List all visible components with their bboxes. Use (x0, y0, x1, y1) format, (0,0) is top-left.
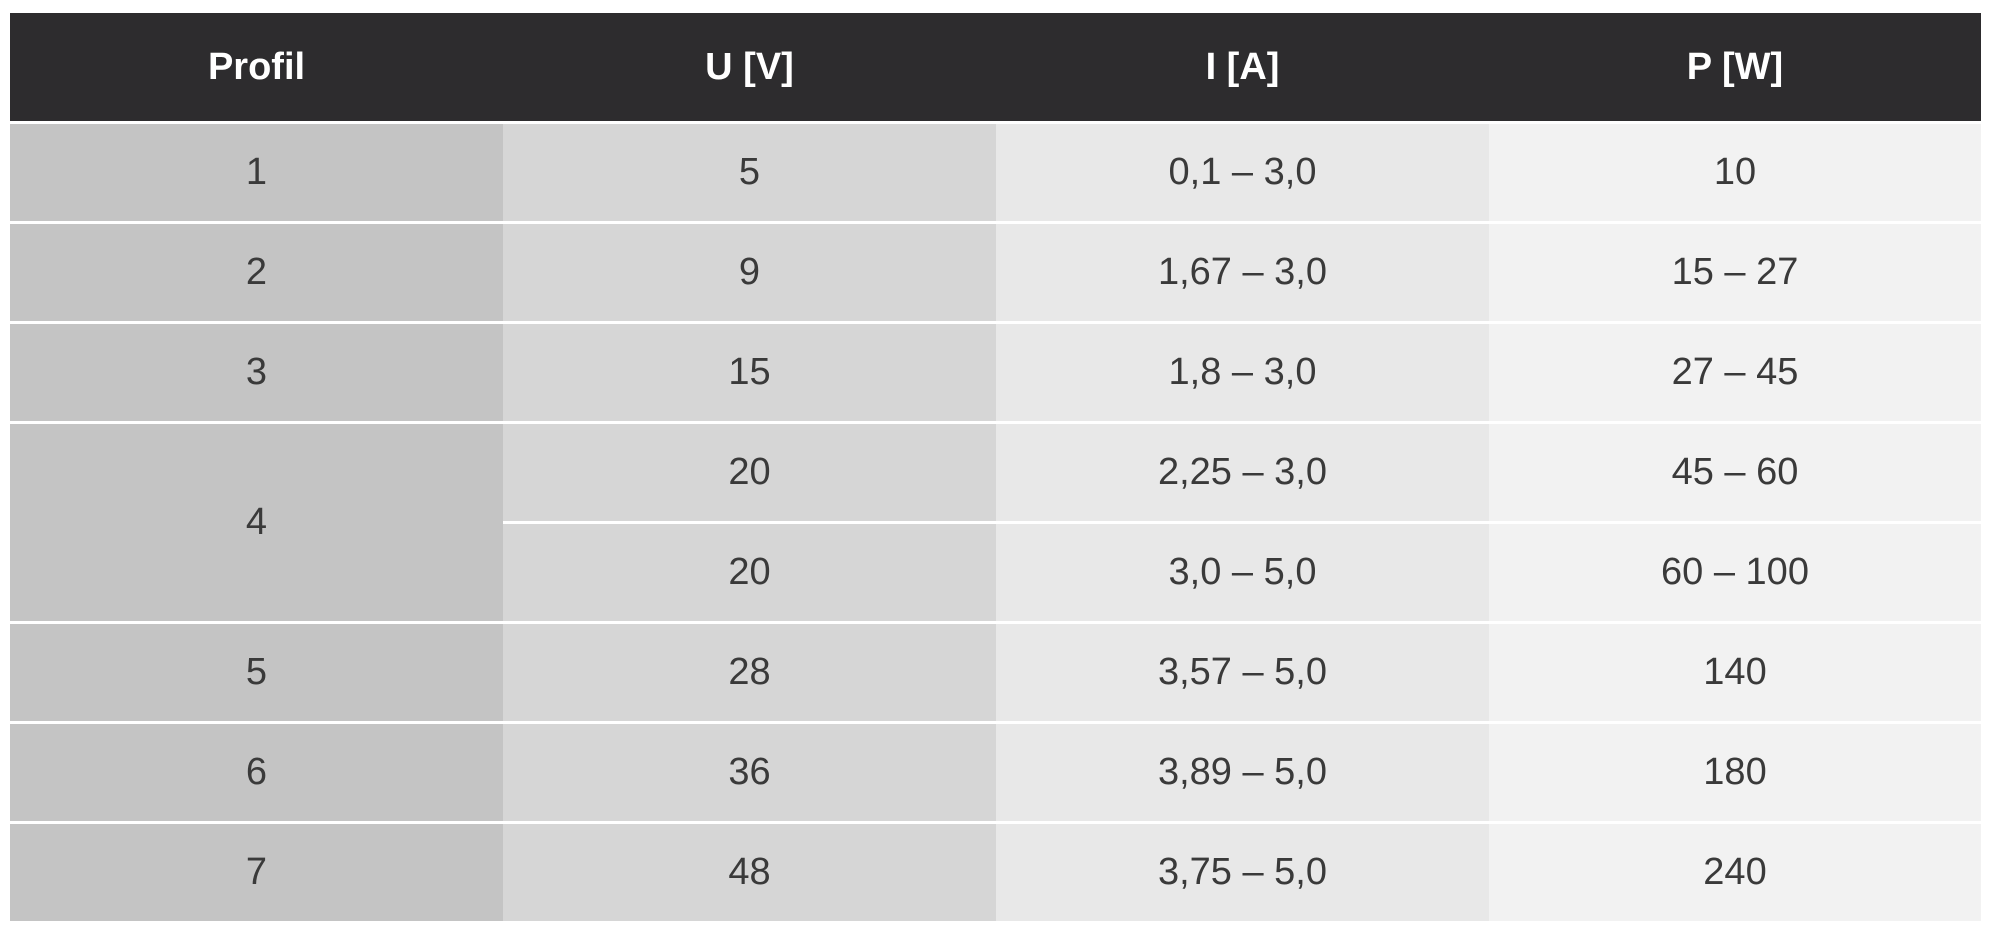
table-row: 1 5 0,1 – 3,0 10 (10, 121, 1981, 223)
table-header: Profil U [V] I [A] P [W] (10, 13, 1981, 123)
value-cell: 48 (503, 821, 996, 921)
profile-cell: 7 (10, 821, 503, 921)
value-cell: 20 (503, 521, 996, 623)
table-row: 4 20 2,25 – 3,0 45 – 60 (10, 421, 1981, 623)
table-row: 20 3,0 – 5,0 60 – 100 (10, 521, 1981, 623)
value-cell: 3,57 – 5,0 (996, 621, 1489, 723)
value-cell: 2,25 – 3,0 (996, 421, 1489, 523)
value-cell: 180 (1489, 721, 1981, 823)
profile-cell: 4 (10, 421, 503, 623)
table-row: 6 36 3,89 – 5,0 180 (10, 721, 1981, 823)
profile-cell: 6 (10, 721, 503, 823)
value-cell: 1,8 – 3,0 (996, 321, 1489, 423)
value-cell: 27 – 45 (1489, 321, 1981, 423)
profile-cell: 2 (10, 221, 503, 323)
value-cell: 240 (1489, 821, 1981, 921)
value-cell: 1,67 – 3,0 (996, 221, 1489, 323)
value-cell: 3,0 – 5,0 (996, 521, 1489, 623)
table-row: 7 48 3,75 – 5,0 240 (10, 821, 1981, 921)
header-cell: I [A] (996, 13, 1489, 123)
value-cell: 9 (503, 221, 996, 323)
value-cell: 28 (503, 621, 996, 723)
table-row: 3 15 1,8 – 3,0 27 – 45 (10, 321, 1981, 423)
profile-table: Profil U [V] I [A] P [W] 1 5 0,1 – 3,0 10 2 9 1,6… (10, 13, 1981, 921)
header-cell: Profil (10, 13, 503, 123)
profile-cell: 5 (10, 621, 503, 723)
table-body: 1 5 0,1 – 3,0 10 2 9 1,67 – 3,0 15 – 27 3 15 1,8 –… (10, 121, 1981, 921)
value-cell: 3,89 – 5,0 (996, 721, 1489, 823)
value-cell: 15 (503, 321, 996, 423)
value-cell: 36 (503, 721, 996, 823)
header-row: Profil U [V] I [A] P [W] (10, 13, 1981, 123)
table-row: 5 28 3,57 – 5,0 140 (10, 621, 1981, 723)
profile-cell: 1 (10, 121, 503, 223)
value-cell: 0,1 – 3,0 (996, 121, 1489, 223)
value-cell: 10 (1489, 121, 1981, 223)
value-cell: 60 – 100 (1489, 521, 1981, 623)
value-cell: 45 – 60 (1489, 421, 1981, 523)
value-cell: 140 (1489, 621, 1981, 723)
header-cell: P [W] (1489, 13, 1981, 123)
value-cell: 5 (503, 121, 996, 223)
value-cell: 15 – 27 (1489, 221, 1981, 323)
table-row: 2 9 1,67 – 3,0 15 – 27 (10, 221, 1981, 323)
value-cell: 20 (503, 421, 996, 523)
value-cell: 3,75 – 5,0 (996, 821, 1489, 921)
profile-cell: 3 (10, 321, 503, 423)
header-cell: U [V] (503, 13, 996, 123)
